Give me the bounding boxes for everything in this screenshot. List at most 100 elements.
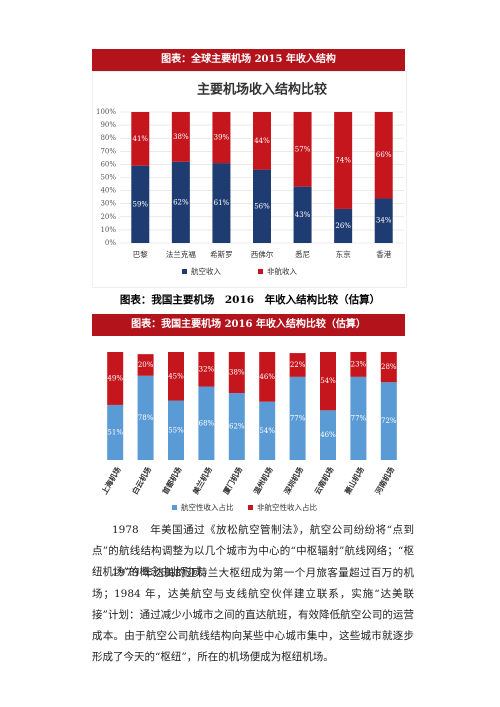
value-label: 77%	[290, 414, 306, 422]
value-label: 59%	[133, 200, 149, 208]
value-label: 78%	[138, 414, 154, 422]
value-label: 46%	[259, 373, 275, 381]
caption: 图表：我国主要机场 2016 年收入结构比较（估算）	[119, 294, 381, 306]
value-label: 62%	[173, 198, 189, 206]
value-label: 66%	[376, 151, 392, 159]
bar-segment	[137, 354, 154, 376]
legend-label: 航空性收入占比	[181, 502, 234, 512]
value-label: 49%	[107, 374, 123, 382]
value-label: 61%	[214, 199, 230, 207]
x-tick-label: 白云机场	[129, 465, 153, 496]
legend-swatch	[172, 505, 177, 510]
bar-segment	[212, 163, 231, 243]
bar-segment	[374, 112, 393, 199]
x-tick-label: 希斯罗	[210, 249, 233, 259]
x-tick-label: 西佛尔	[251, 249, 274, 259]
value-label: 56%	[254, 202, 270, 210]
value-label: 22%	[290, 361, 306, 369]
paragraph: 1979 年达美的亚特兰大枢纽成为第一个月旅客量超过百万的机场；1984 年，达…	[92, 567, 414, 663]
y-tick-label: 80%	[100, 134, 116, 142]
x-tick-label: 东京	[336, 249, 351, 259]
legend-swatch	[248, 505, 253, 510]
legend-label: 非航空性收入占比	[257, 502, 317, 512]
x-tick-label: 上海机场	[99, 465, 123, 496]
bar-segment	[334, 208, 353, 243]
legend-label: 非航收入	[267, 266, 297, 276]
bar-segment	[350, 376, 367, 460]
x-tick-label: 美兰机场	[190, 465, 214, 496]
x-tick-label: 首都机场	[160, 465, 184, 496]
bar-segment	[350, 352, 367, 377]
bar-segment	[253, 112, 271, 170]
legend-swatch	[182, 269, 187, 274]
y-tick-label: 60%	[100, 160, 116, 168]
x-tick-label: 深圳机场	[281, 465, 305, 496]
value-label: 51%	[107, 428, 123, 436]
banner: 图表：全球主要机场 2015 年收入结构	[92, 49, 405, 71]
bar-segment	[171, 112, 190, 162]
y-tick-label: 30%	[100, 200, 116, 208]
bar-segment	[380, 382, 397, 460]
bar-segment	[293, 112, 312, 187]
value-label: 55%	[168, 426, 184, 434]
value-label: 20%	[138, 361, 154, 369]
x-tick-label: 法兰克福	[166, 249, 196, 259]
value-label: 45%	[168, 372, 184, 380]
legend-label: 航空收入	[191, 266, 221, 276]
x-tick-label: 萧山机场	[342, 465, 366, 496]
bar-segment	[168, 352, 184, 401]
y-tick-label: 50%	[100, 174, 116, 182]
x-tick-label: 香港	[376, 249, 391, 259]
x-tick-label: 厦门机场	[221, 465, 245, 496]
y-tick-label: 20%	[100, 213, 116, 221]
value-label: 38%	[173, 133, 189, 141]
bar-segment	[171, 161, 190, 243]
bar-segment	[259, 352, 276, 402]
y-tick-label: 70%	[100, 147, 116, 155]
x-tick-label: 温州机场	[251, 465, 275, 496]
bar-segment	[289, 376, 306, 460]
value-label: 38%	[229, 369, 245, 377]
bar-segment	[380, 352, 397, 383]
value-label: 46%	[320, 431, 336, 439]
legend-swatch	[258, 269, 263, 274]
bar-segment	[289, 353, 306, 377]
x-tick-label: 河南机场	[373, 465, 397, 496]
value-label: 72%	[381, 417, 397, 425]
bar-segment	[253, 169, 271, 243]
value-label: 54%	[259, 427, 275, 435]
x-tick-label: 悉尼	[295, 249, 310, 259]
value-label: 77%	[351, 414, 367, 422]
bar-segment	[168, 400, 184, 460]
bar-segment	[259, 401, 276, 460]
bar-segment	[198, 352, 215, 387]
y-tick-label: 10%	[100, 226, 116, 234]
y-tick-label: 100%	[96, 108, 116, 116]
value-label: 39%	[214, 134, 230, 142]
bar-segment	[107, 352, 124, 405]
bar-segment	[320, 352, 336, 411]
value-label: 28%	[381, 363, 397, 371]
value-label: 62%	[229, 423, 245, 431]
x-tick-label: 云南机场	[312, 465, 336, 496]
bar-segment	[228, 393, 245, 460]
bar-segment	[212, 112, 231, 164]
chart-title: 主要机场收入结构比较	[197, 82, 327, 98]
value-label: 57%	[295, 145, 311, 153]
bar-segment	[131, 165, 150, 243]
value-label: 54%	[320, 377, 336, 385]
y-tick-label: 40%	[100, 187, 116, 195]
y-tick-label: 0%	[105, 239, 116, 247]
bar-segment	[228, 352, 245, 394]
value-label: 26%	[335, 222, 351, 230]
value-label: 32%	[199, 365, 215, 373]
value-label: 34%	[376, 217, 392, 225]
x-tick-label: 巴黎	[133, 249, 148, 259]
bar-segment	[198, 386, 215, 460]
value-label: 43%	[295, 211, 311, 219]
bar-segment	[374, 198, 393, 243]
bar-segment	[107, 404, 124, 460]
value-label: 41%	[133, 135, 149, 143]
value-label: 68%	[199, 419, 215, 427]
